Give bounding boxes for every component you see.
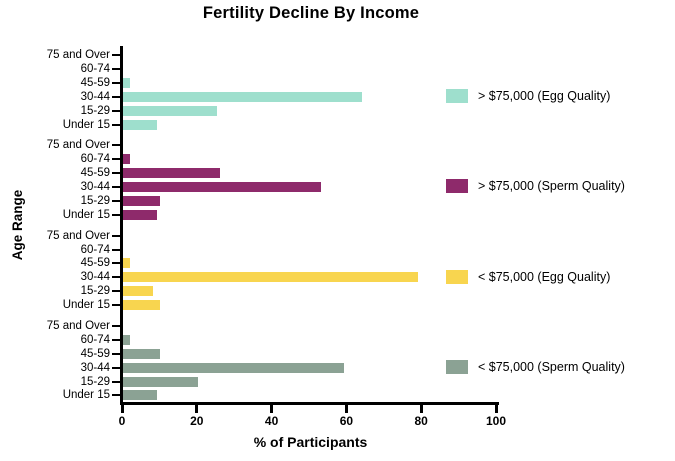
y-axis-tick [112, 324, 120, 327]
bar [123, 91, 363, 102]
y-axis-tick [112, 54, 120, 56]
y-axis-tick [112, 248, 120, 251]
bar [123, 209, 157, 220]
bar [123, 195, 161, 206]
y-axis-tick-label: 15-29 [80, 285, 110, 297]
bar [123, 182, 322, 192]
bar [123, 334, 131, 345]
x-axis-tick [270, 405, 274, 413]
y-axis-tick [112, 262, 120, 265]
bar [123, 168, 221, 179]
y-axis-tick-label: 45-59 [80, 257, 110, 269]
y-axis-tick-label: 15-29 [80, 105, 110, 117]
x-axis-tick [494, 405, 498, 413]
y-axis-line [120, 46, 123, 405]
y-axis-tick [112, 95, 120, 98]
bar [123, 258, 131, 269]
y-axis-tick-label: 60-74 [80, 153, 110, 165]
legend-entry-label: > $75,000 (Sperm Quality) [478, 179, 625, 194]
legend-entry-label: < $75,000 (Egg Quality) [478, 269, 611, 284]
legend-swatch [446, 359, 468, 374]
x-axis-tick [195, 405, 199, 413]
y-axis-tick [112, 199, 120, 202]
x-axis-tick [344, 405, 348, 413]
bar [123, 348, 161, 359]
y-axis-tick-label: 60-74 [80, 244, 110, 256]
y-axis-tick [112, 123, 120, 126]
bar [123, 362, 344, 373]
bar [123, 154, 131, 165]
y-axis-tick [112, 234, 120, 237]
y-axis-tick [112, 338, 120, 341]
y-axis-tick [112, 172, 120, 175]
y-axis-tick-label: 30-44 [80, 181, 110, 193]
bar [123, 286, 153, 297]
y-axis-tick-label: 30-44 [80, 362, 110, 374]
chart-title: Fertility Decline By Income [202, 4, 420, 22]
bar [123, 77, 131, 88]
legend-entry-label: > $75,000 (Egg Quality) [478, 89, 611, 103]
y-axis-tick [112, 366, 120, 369]
x-axis-tick-label: 20 [190, 414, 204, 428]
y-axis-tick [112, 380, 120, 383]
bar [123, 390, 157, 401]
y-axis-tick-label: 45-59 [80, 348, 110, 360]
y-axis-tick [112, 81, 120, 84]
y-axis-tick-label: 75 and Over [46, 49, 110, 61]
x-axis-tick-label: 0 [118, 414, 126, 428]
y-axis-tick-label: 30-44 [80, 271, 110, 283]
legend-swatch [446, 179, 468, 194]
y-axis-tick [112, 213, 120, 216]
y-axis-tick [112, 144, 120, 147]
y-axis-tick-label: 60-74 [80, 63, 110, 75]
y-axis-tick-label: Under 15 [62, 119, 110, 131]
x-axis-tick [120, 405, 124, 413]
y-axis-tick-label: Under 15 [62, 299, 110, 311]
legend-swatch [446, 269, 468, 284]
bar [123, 119, 157, 130]
y-axis-tick-label: 45-59 [80, 77, 110, 89]
x-axis-tick-label: 100 [485, 414, 507, 428]
bar [123, 376, 198, 387]
y-axis-tick-label: 30-44 [80, 91, 110, 103]
y-axis-tick [112, 109, 120, 112]
y-axis-tick-label: Under 15 [62, 209, 110, 221]
legend-entry-label: < $75,000 (Sperm Quality) [478, 359, 625, 374]
y-axis-tick-label: 75 and Over [46, 230, 110, 242]
legend-swatch [446, 89, 468, 103]
y-axis-tick [112, 186, 120, 188]
y-axis-tick [112, 394, 120, 397]
y-axis-tick-label: 60-74 [80, 334, 110, 346]
y-axis-tick [112, 290, 120, 293]
y-axis-tick [112, 352, 120, 355]
y-axis-tick [112, 276, 120, 279]
y-axis-tick [112, 304, 120, 307]
x-axis-tick-label: 80 [414, 414, 428, 428]
y-axis-tick-label: 75 and Over [46, 139, 110, 151]
x-axis-line [120, 402, 499, 405]
x-axis-title: % of Participants [253, 434, 368, 450]
y-axis-tick [112, 67, 120, 70]
x-axis-tick-label: 60 [339, 414, 354, 428]
bar [123, 105, 217, 116]
x-axis-tick-label: 40 [264, 414, 279, 428]
y-axis-tick-label: 45-59 [80, 167, 110, 179]
y-axis-tick-label: 15-29 [80, 376, 110, 388]
y-axis-tick-label: 15-29 [80, 195, 110, 207]
x-axis-tick [419, 405, 423, 413]
bar [123, 272, 419, 283]
y-axis-tick [112, 158, 120, 161]
bar [123, 300, 161, 311]
y-axis-tick-label: Under 15 [62, 389, 110, 401]
y-axis-tick-label: 75 and Over [46, 320, 110, 332]
